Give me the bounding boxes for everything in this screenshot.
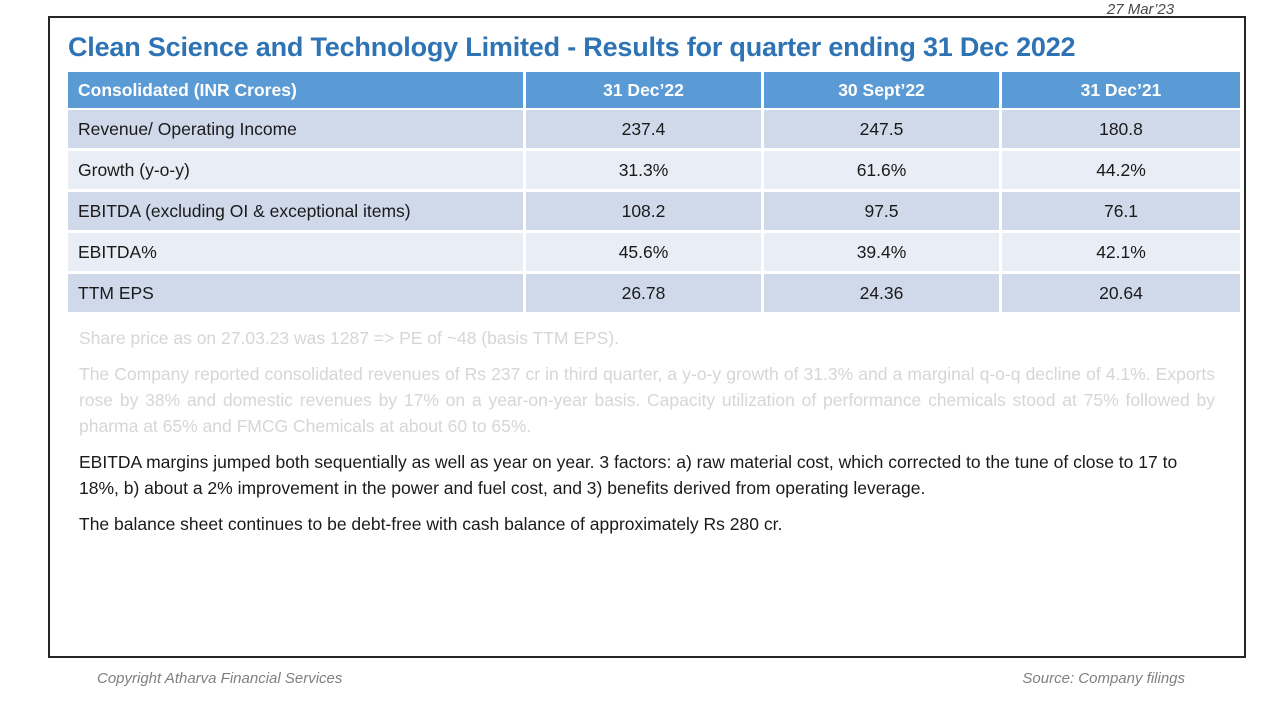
note-balance-sheet: The balance sheet continues to be debt-f… <box>79 514 783 534</box>
row-label: TTM EPS <box>68 274 526 315</box>
slide-title: Clean Science and Technology Limited - R… <box>68 32 1076 62</box>
cell-value: 61.6% <box>764 151 1002 192</box>
row-label: Revenue/ Operating Income <box>68 110 526 151</box>
note-revenue-commentary: The Company reported consolidated revenu… <box>79 364 1215 436</box>
cell-value: 45.6% <box>526 233 764 274</box>
cell-value: 31.3% <box>526 151 764 192</box>
cell-value: 247.5 <box>764 110 1002 151</box>
row-label: Growth (y-o-y) <box>68 151 526 192</box>
copyright-text: Copyright Atharva Financial Services <box>97 670 343 687</box>
table-row-ebitda-pct: EBITDA% 45.6% 39.4% 42.1% <box>68 233 1240 274</box>
cell-value: 237.4 <box>526 110 764 151</box>
cell-value: 44.2% <box>1002 151 1240 192</box>
table-header-row: Consolidated (INR Crores) 31 Dec’22 30 S… <box>68 72 1240 110</box>
table-header-sept22: 30 Sept’22 <box>764 72 1002 110</box>
table-header-dec21: 31 Dec’21 <box>1002 72 1240 110</box>
table-header-dec22: 31 Dec’22 <box>526 72 764 110</box>
note-share-price: Share price as on 27.03.23 was 1287 => P… <box>79 328 620 348</box>
cell-value: 76.1 <box>1002 192 1240 233</box>
cell-value: 108.2 <box>526 192 764 233</box>
cell-value: 42.1% <box>1002 233 1240 274</box>
results-table: Consolidated (INR Crores) 31 Dec’22 30 S… <box>68 72 1240 315</box>
slide-frame: Clean Science and Technology Limited - R… <box>48 16 1246 658</box>
notes-section: Share price as on 27.03.23 was 1287 => P… <box>79 325 1215 537</box>
cell-value: 26.78 <box>526 274 764 315</box>
cell-value: 180.8 <box>1002 110 1240 151</box>
cell-value: 20.64 <box>1002 274 1240 315</box>
table-header-consolidated: Consolidated (INR Crores) <box>68 72 526 110</box>
note-ebitda-commentary: EBITDA margins jumped both sequentially … <box>79 452 1178 498</box>
table-row-growth: Growth (y-o-y) 31.3% 61.6% 44.2% <box>68 151 1240 192</box>
table-row-ttm-eps: TTM EPS 26.78 24.36 20.64 <box>68 274 1240 315</box>
cell-value: 39.4% <box>764 233 1002 274</box>
table-row-revenue: Revenue/ Operating Income 237.4 247.5 18… <box>68 110 1240 151</box>
cell-value: 97.5 <box>764 192 1002 233</box>
cell-value: 24.36 <box>764 274 1002 315</box>
row-label: EBITDA% <box>68 233 526 274</box>
source-text: Source: Company filings <box>1022 670 1185 687</box>
row-label: EBITDA (excluding OI & exceptional items… <box>68 192 526 233</box>
table-row-ebitda: EBITDA (excluding OI & exceptional items… <box>68 192 1240 233</box>
